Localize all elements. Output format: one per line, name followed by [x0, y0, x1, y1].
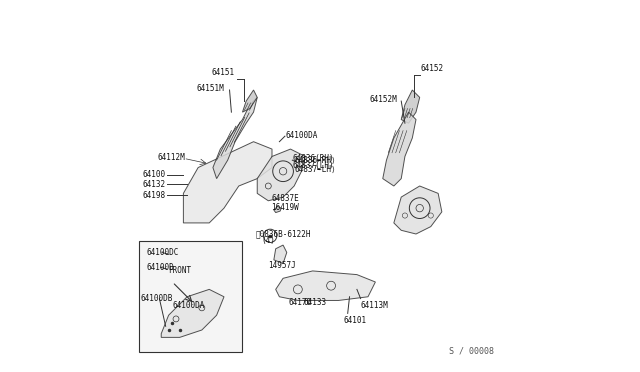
Polygon shape — [401, 90, 420, 123]
Text: 64100D: 64100D — [147, 263, 174, 272]
Polygon shape — [161, 289, 224, 337]
Text: 64151M: 64151M — [196, 84, 224, 93]
Polygon shape — [257, 149, 305, 201]
Text: 64100DA: 64100DA — [172, 301, 205, 311]
Text: 64151: 64151 — [212, 68, 235, 77]
Polygon shape — [274, 245, 287, 263]
Polygon shape — [394, 186, 442, 234]
Text: S / 00008: S / 00008 — [449, 347, 493, 356]
Text: 64837E: 64837E — [271, 195, 299, 203]
Text: 16419W: 16419W — [271, 202, 299, 212]
Polygon shape — [243, 90, 257, 112]
Text: 64152: 64152 — [420, 64, 444, 73]
Text: 64152M: 64152M — [370, 95, 397, 104]
Text: 64132: 64132 — [143, 180, 166, 189]
Text: 64170: 64170 — [289, 298, 312, 307]
Text: FRONT: FRONT — [168, 266, 192, 275]
Text: 64112M: 64112M — [157, 153, 186, 162]
Polygon shape — [184, 142, 272, 223]
Text: 64101: 64101 — [344, 316, 367, 325]
Text: 64100: 64100 — [143, 170, 166, 179]
Text: 64100DC: 64100DC — [147, 248, 179, 257]
Text: (4): (4) — [261, 236, 275, 245]
Text: 64133: 64133 — [303, 298, 326, 307]
Polygon shape — [276, 271, 376, 301]
Text: 64836(RH): 64836(RH) — [292, 154, 334, 163]
Text: 64100DA: 64100DA — [285, 131, 318, 140]
Text: 64100DB: 64100DB — [141, 294, 173, 303]
Polygon shape — [383, 112, 416, 186]
Text: 64837(LH): 64837(LH) — [292, 161, 334, 170]
Text: 64837➨LH⟩: 64837➨LH⟩ — [294, 165, 336, 174]
Text: 64836➨RH⟩: 64836➨RH⟩ — [294, 155, 336, 165]
Text: 14957J: 14957J — [268, 261, 296, 270]
Text: 64113M: 64113M — [360, 301, 388, 310]
Bar — [139, 241, 243, 352]
Text: 64198: 64198 — [143, 191, 166, 200]
Polygon shape — [274, 206, 281, 212]
Text: ⒓0836B-6122H: ⒓0836B-6122H — [255, 230, 311, 238]
Polygon shape — [213, 97, 257, 179]
